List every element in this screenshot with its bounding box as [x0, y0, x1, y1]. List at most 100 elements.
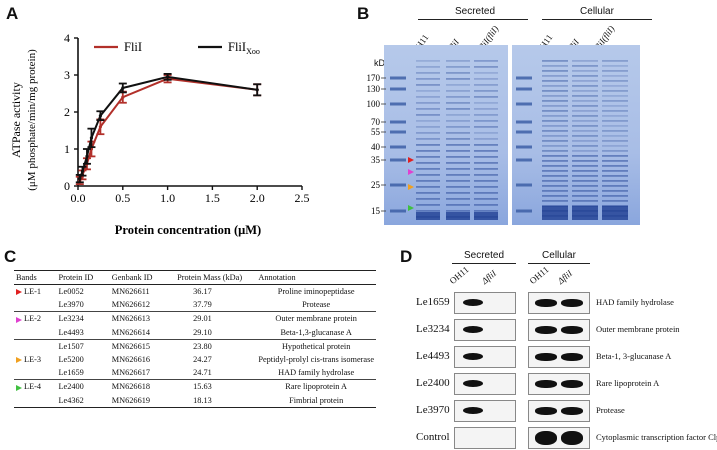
sample-band [446, 150, 470, 152]
sample-band [542, 80, 568, 82]
marker-label: 40 [371, 142, 381, 152]
sample-band [474, 66, 498, 68]
sample-band [474, 108, 498, 110]
sample-band [542, 120, 568, 122]
blot-row-label: Control [416, 431, 450, 443]
sample-band [542, 145, 568, 147]
y-tick-label: 4 [64, 31, 70, 45]
sample-band [416, 96, 440, 98]
ladder-band [390, 145, 406, 149]
sample-band [602, 105, 628, 107]
sample-band [542, 150, 568, 152]
sample-band [602, 95, 628, 97]
sample-band [474, 186, 498, 188]
sample-band [416, 162, 440, 164]
blot-band [463, 380, 483, 387]
sample-band [416, 138, 440, 140]
sample-band [446, 180, 470, 182]
sample-band [542, 160, 568, 162]
ladder-band [390, 183, 406, 187]
d-cellular-header: Cellular [542, 250, 576, 261]
sample-band [572, 160, 598, 162]
panel-letter-c: C [4, 247, 17, 266]
sample-band [416, 144, 440, 146]
sample-band [572, 135, 598, 137]
gel-left [384, 45, 508, 225]
data-point [89, 136, 94, 140]
sample-band [474, 144, 498, 146]
sample-band [474, 150, 498, 152]
sample-front [474, 212, 498, 220]
band-arrow [408, 169, 414, 175]
marker-label: 35 [371, 155, 381, 165]
sample-band [572, 180, 598, 182]
ladder-band [516, 102, 532, 106]
x-tick-label: 0.5 [115, 191, 130, 205]
sample-band [416, 198, 440, 200]
blot-band [561, 299, 583, 307]
sample-band [474, 180, 498, 182]
sample-band [572, 100, 598, 102]
sample-band [474, 102, 498, 104]
ladder-band [516, 145, 532, 149]
sample-band [446, 126, 470, 128]
ladder-band [390, 130, 406, 134]
sample-band [446, 192, 470, 194]
sample-band [474, 90, 498, 92]
sample-band [416, 72, 440, 74]
protein-id-cell: Le4362 [56, 393, 110, 408]
band-cell: LE-2 [14, 312, 56, 326]
annotation-cell: Fimbrial protein [256, 393, 376, 408]
ladder-band [390, 158, 406, 162]
series-line-flii [78, 77, 258, 181]
blot-cellular [528, 346, 590, 368]
sample-band [572, 205, 598, 207]
sample-band [416, 84, 440, 86]
sample-band [572, 110, 598, 112]
blot-cellular [528, 373, 590, 395]
sample-band [446, 114, 470, 116]
protein-id-cell: Le4493 [56, 325, 110, 340]
sample-band [446, 102, 470, 104]
sample-band [602, 205, 628, 207]
sample-band [474, 84, 498, 86]
band-arrows [408, 157, 414, 211]
sample-band [602, 145, 628, 147]
data-point [121, 95, 125, 99]
header-protein-mass: Protein Mass (kDa) [175, 270, 257, 285]
d-secreted-rule [452, 263, 516, 264]
sample-band [416, 108, 440, 110]
sample-band [416, 102, 440, 104]
sample-band [416, 150, 440, 152]
sample-band [416, 78, 440, 80]
marker-label: 25 [371, 180, 381, 190]
panel-letter-a: A [6, 4, 19, 23]
sample-band [602, 75, 628, 77]
sample-band [572, 120, 598, 122]
sample-band [602, 190, 628, 192]
sample-band [542, 125, 568, 127]
sample-band [572, 105, 598, 107]
annotation-cell: Protease [256, 298, 376, 313]
protein-id-cell: Le3970 [56, 298, 110, 313]
blot-band [561, 431, 583, 445]
sample-band [446, 90, 470, 92]
sample-band [446, 120, 470, 122]
blot-row-label: Le3970 [416, 404, 450, 416]
sample-band [446, 60, 470, 62]
cellular-header-rule [542, 19, 652, 20]
sample-band [446, 138, 470, 140]
genbank-id-cell: MN626615 [111, 341, 151, 351]
sample-band [474, 114, 498, 116]
gel-bands [390, 60, 628, 220]
sample-band [446, 162, 470, 164]
protein-id-cell: Le0052 [58, 287, 84, 297]
sample-band [474, 210, 498, 212]
table-row: LE-4 Le2400 MN626618 15.63 Rare lipoprotein … [14, 380, 376, 394]
sample-band [572, 195, 598, 197]
genbank-id-cell: MN626612 [109, 298, 176, 313]
sample-band [602, 125, 628, 127]
